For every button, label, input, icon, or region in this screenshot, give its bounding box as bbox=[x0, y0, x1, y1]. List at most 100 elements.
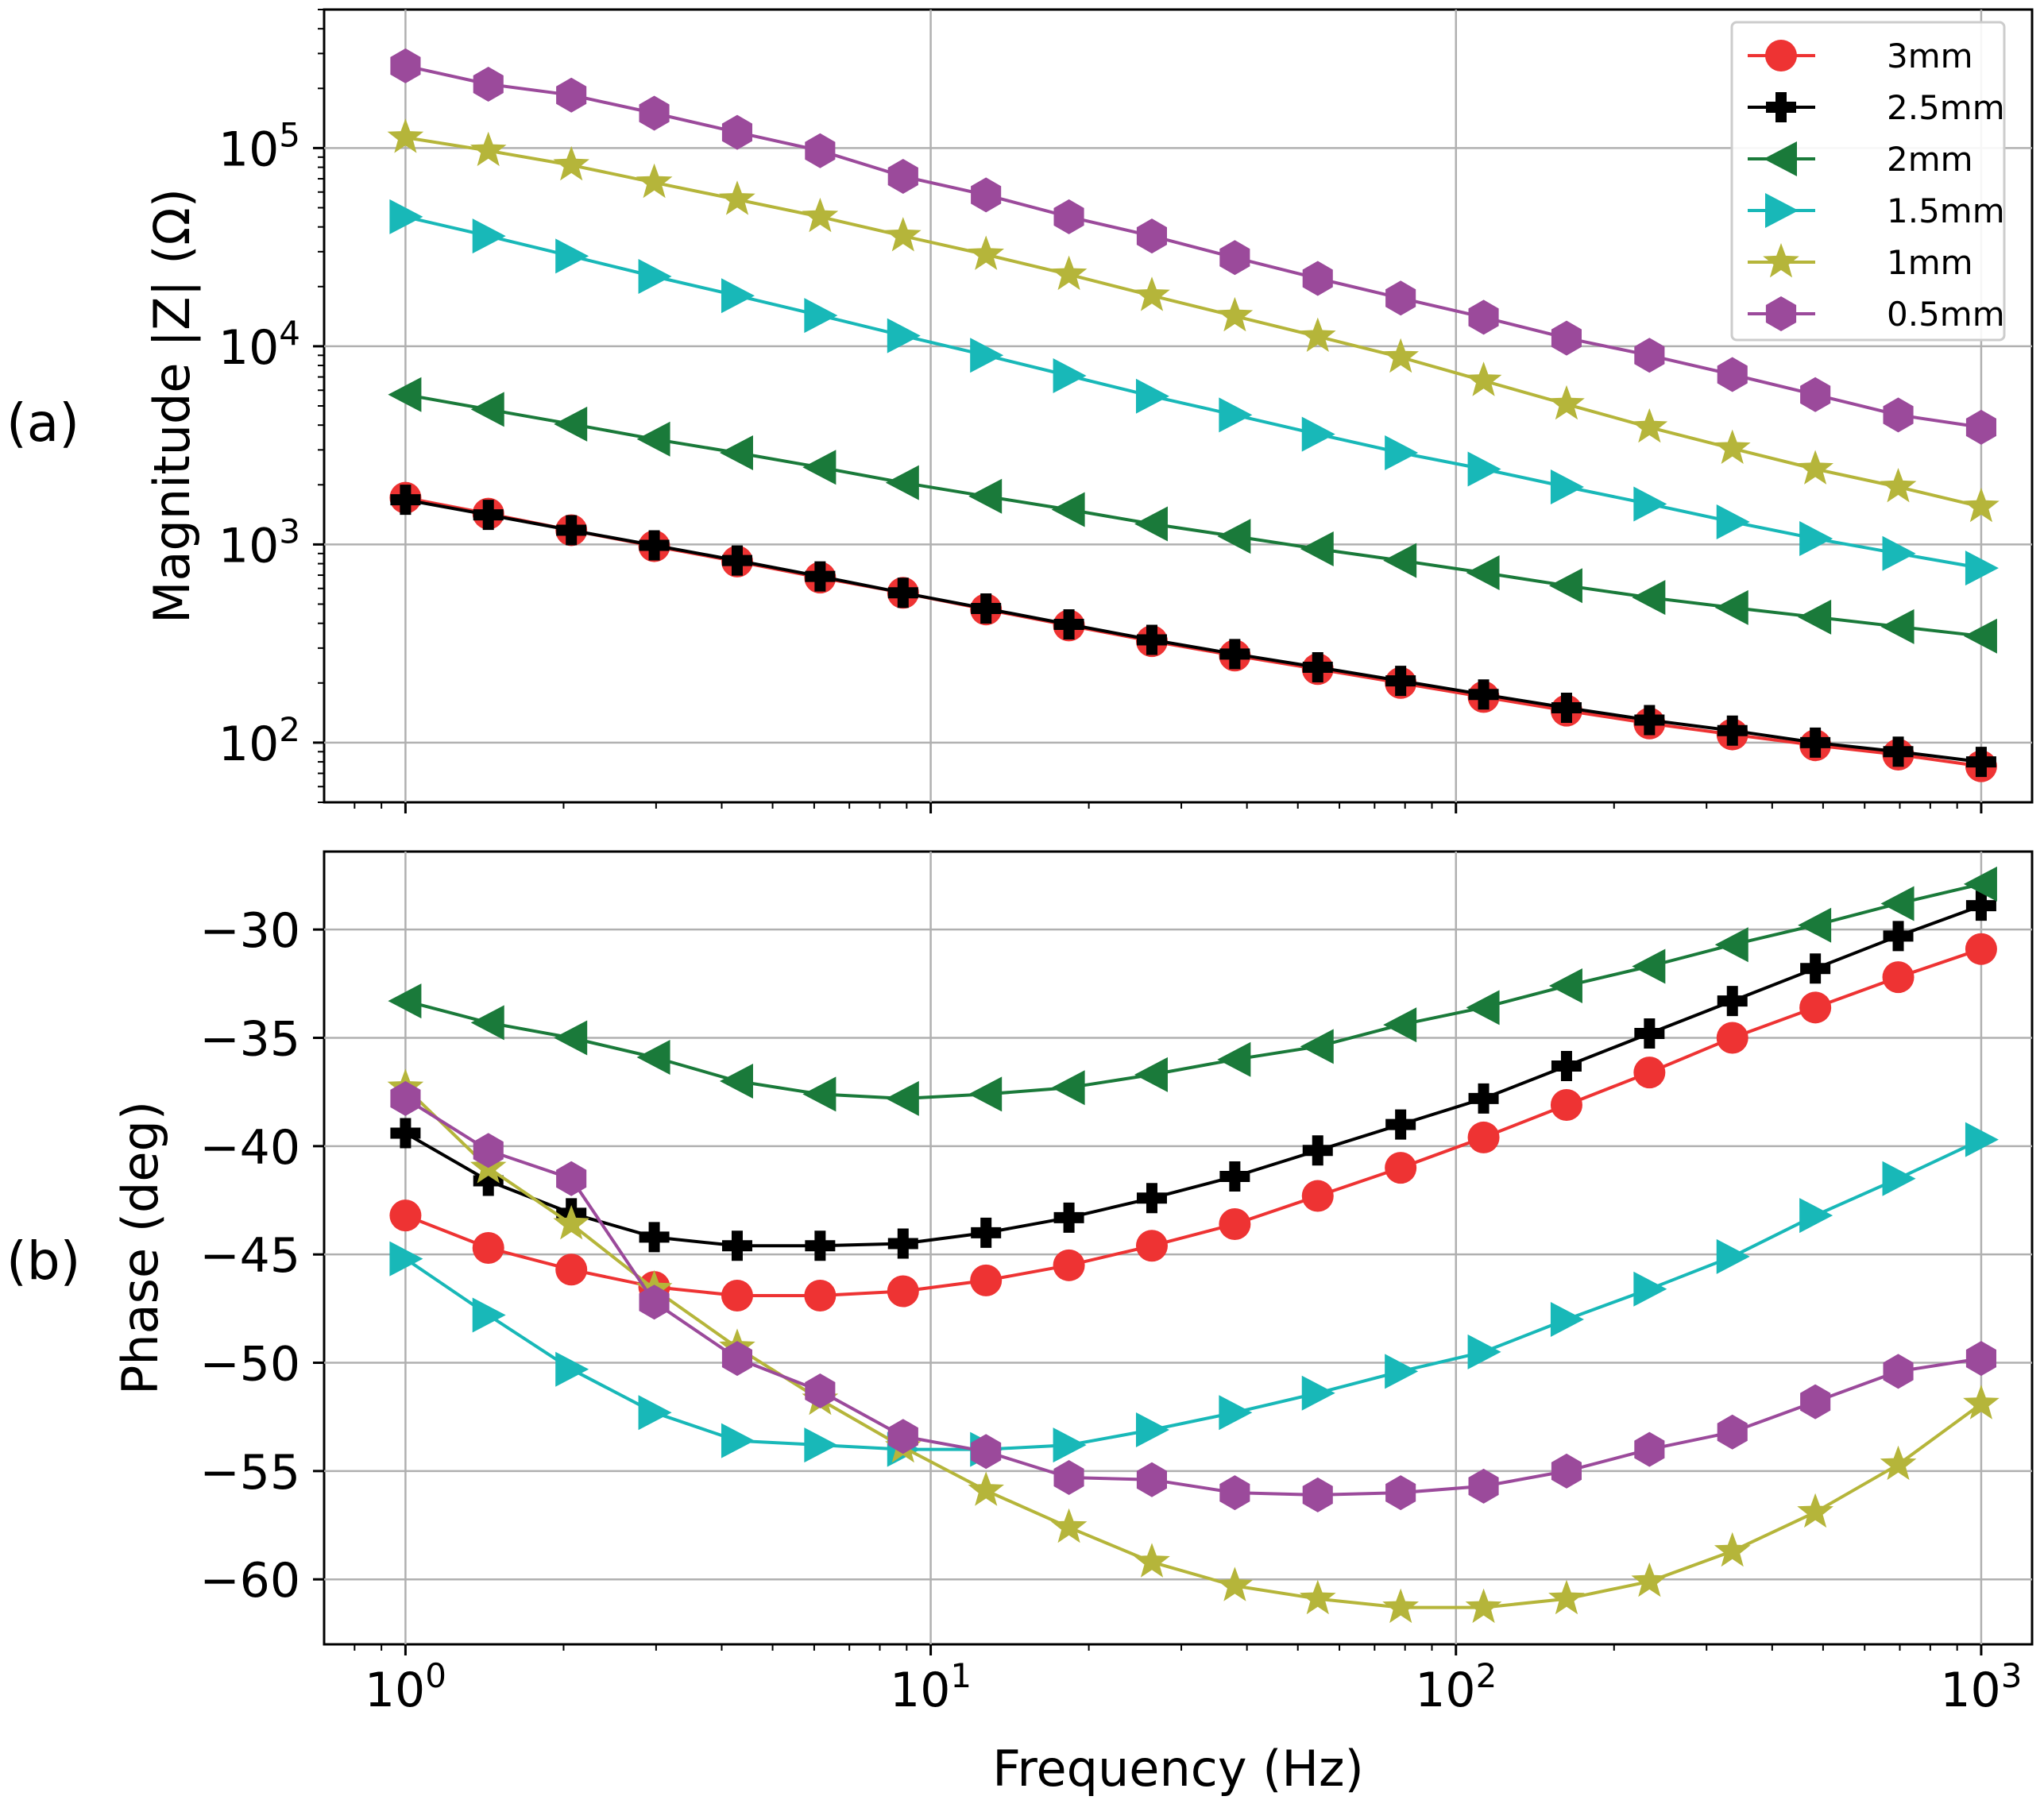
x-tick-label: 101 bbox=[890, 1656, 972, 1719]
data-point-2mm bbox=[470, 392, 504, 427]
data-point-1mm bbox=[1216, 1566, 1254, 1601]
data-point-2.5mm bbox=[971, 1217, 1002, 1248]
data-point-2mm bbox=[1632, 580, 1666, 616]
data-point-2mm bbox=[1880, 886, 1915, 921]
data-point-1.5mm bbox=[389, 1241, 423, 1277]
data-point-1.5mm bbox=[1385, 1354, 1419, 1389]
data-point-0.5mm bbox=[1634, 1431, 1665, 1467]
data-point-0.5mm bbox=[1551, 1453, 1582, 1489]
data-point-1mm bbox=[1134, 276, 1170, 311]
data-point-0.5mm bbox=[1800, 377, 1831, 412]
y-tick-label: 102 bbox=[218, 709, 300, 772]
phase-ticks: 100 101 102 103 −30 −35 −40 −45 −50 −55 −60 bbox=[199, 903, 2022, 1718]
series-1.5mm bbox=[389, 1122, 1999, 1467]
data-point-1.5mm bbox=[389, 199, 423, 234]
data-point-2mm bbox=[554, 406, 588, 442]
data-point-0.5mm bbox=[1551, 320, 1582, 356]
y-tick-label: −50 bbox=[199, 1337, 300, 1393]
data-point-1mm bbox=[1134, 1543, 1170, 1578]
data-point-3mm bbox=[1550, 1089, 1582, 1122]
data-point-3mm bbox=[721, 1279, 753, 1311]
data-point-2mm bbox=[1134, 506, 1168, 542]
series-2mm bbox=[388, 377, 1997, 654]
data-point-0.5mm bbox=[390, 1080, 421, 1116]
series-1mm bbox=[387, 118, 2000, 523]
series-3mm bbox=[389, 933, 1997, 1311]
data-point-2mm bbox=[1300, 531, 1334, 566]
data-point-2mm bbox=[470, 1005, 504, 1041]
data-point-1.5mm bbox=[638, 259, 672, 295]
legend-marker-1mm bbox=[1763, 243, 1799, 278]
data-point-1.5mm bbox=[638, 1395, 672, 1431]
data-point-1.5mm bbox=[555, 238, 589, 274]
data-point-2mm bbox=[636, 421, 670, 457]
data-point-0.5mm bbox=[1468, 299, 1499, 335]
series-0.5mm bbox=[390, 1080, 1996, 1512]
data-point-2mm bbox=[1714, 927, 1748, 963]
data-point-2.5mm bbox=[1053, 1202, 1084, 1233]
data-point-1mm bbox=[1382, 338, 1419, 373]
data-point-1.5mm bbox=[1882, 1161, 1916, 1196]
data-point-1mm bbox=[1050, 255, 1088, 291]
data-point-1mm bbox=[1465, 1588, 1502, 1624]
data-point-1.5mm bbox=[1633, 1271, 1667, 1307]
data-point-1.5mm bbox=[1301, 1375, 1335, 1411]
data-point-3mm bbox=[1716, 1022, 1748, 1054]
y-tick-label: −40 bbox=[199, 1120, 300, 1176]
data-point-0.5mm bbox=[1468, 1468, 1499, 1504]
data-point-1.5mm bbox=[1467, 451, 1501, 487]
data-point-3mm bbox=[1301, 1180, 1334, 1212]
data-point-0.5mm bbox=[639, 95, 670, 131]
data-point-1.5mm bbox=[1135, 1412, 1169, 1448]
data-point-0.5mm bbox=[1302, 1477, 1333, 1512]
data-point-0.5mm bbox=[556, 77, 587, 113]
data-point-1.5mm bbox=[887, 318, 921, 353]
data-point-2mm bbox=[1383, 1007, 1417, 1043]
data-point-2.5mm bbox=[1551, 1050, 1582, 1081]
series-2mm bbox=[388, 866, 1997, 1116]
data-point-2.5mm bbox=[1385, 666, 1416, 697]
data-point-2.5mm bbox=[1965, 747, 1996, 778]
y-tick-label: −60 bbox=[199, 1553, 300, 1609]
data-point-1mm bbox=[1216, 296, 1254, 332]
data-point-1mm bbox=[636, 163, 673, 199]
data-point-2mm bbox=[802, 1076, 837, 1112]
legend-marker-3mm bbox=[1765, 40, 1797, 71]
data-point-2.5mm bbox=[1385, 1109, 1416, 1140]
data-point-1.5mm bbox=[1301, 416, 1335, 452]
data-point-3mm bbox=[1965, 933, 1997, 965]
data-point-2mm bbox=[1548, 568, 1582, 604]
data-point-1.5mm bbox=[1965, 550, 1999, 586]
data-point-2mm bbox=[1466, 554, 1500, 590]
y-tick-label: −55 bbox=[199, 1445, 300, 1501]
data-point-2mm bbox=[1217, 519, 1251, 554]
data-point-1mm bbox=[968, 1471, 1004, 1506]
data-point-1mm bbox=[1382, 1588, 1419, 1624]
data-point-2.5mm bbox=[1717, 986, 1748, 1017]
data-point-0.5mm bbox=[1883, 397, 1914, 433]
data-point-2.5mm bbox=[1883, 921, 1914, 952]
data-point-1.5mm bbox=[1716, 1238, 1750, 1274]
data-point-2.5mm bbox=[1219, 639, 1250, 670]
data-point-2mm bbox=[968, 478, 1003, 514]
data-point-0.5mm bbox=[1302, 261, 1333, 296]
data-point-2mm bbox=[1051, 1070, 1085, 1106]
data-point-1.5mm bbox=[1716, 504, 1750, 539]
data-point-2mm bbox=[1880, 608, 1915, 644]
data-point-2mm bbox=[968, 1076, 1003, 1112]
data-point-2.5mm bbox=[887, 1228, 918, 1259]
data-point-0.5mm bbox=[1717, 357, 1748, 392]
data-point-1.5mm bbox=[1965, 1122, 1999, 1157]
data-point-0.5mm bbox=[473, 1133, 504, 1169]
data-point-0.5mm bbox=[1965, 409, 1996, 445]
data-point-1mm bbox=[1963, 1385, 2000, 1420]
data-point-2.5mm bbox=[1551, 692, 1582, 723]
y-tick-label: 103 bbox=[218, 512, 300, 574]
data-point-2.5mm bbox=[805, 1230, 836, 1261]
data-point-2mm bbox=[1134, 1057, 1168, 1092]
data-point-1mm bbox=[1963, 487, 2000, 523]
data-point-2.5mm bbox=[1219, 1161, 1250, 1192]
data-point-1mm bbox=[469, 131, 507, 167]
data-point-0.5mm bbox=[1717, 1414, 1748, 1450]
